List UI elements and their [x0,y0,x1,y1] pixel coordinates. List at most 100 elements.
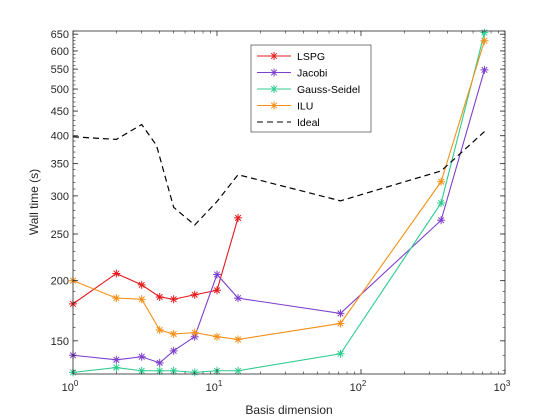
point-lspg-7 [234,213,243,222]
legend: LSPG Jacobi Gauss-Seidel ILU Ideal [250,44,372,133]
point-gauss-seidel-7 [234,366,243,375]
point-lspg-3 [155,292,164,301]
legend-marker-gauss-seidel [270,85,278,93]
y-tick-label: 450 [51,106,69,118]
point-lspg-1 [112,269,121,278]
y-tick-label: 300 [51,191,69,203]
point-jacobi-3 [155,358,164,367]
point-gauss-seidel-8-shape [336,349,345,358]
point-lspg-7-shape [234,213,243,222]
point-jacobi-4-shape [169,346,178,355]
point-gauss-seidel-9 [437,198,446,207]
point-lspg-4 [169,295,178,304]
point-jacobi-5 [190,332,199,341]
point-jacobi-6-shape [213,270,221,279]
point-ilu-8 [336,319,345,328]
series-jacobi [69,65,489,367]
legend-marker-lspg-shape [270,52,278,60]
point-gauss-seidel-4 [169,366,178,375]
legend-marker-gauss-seidel-shape [270,85,278,93]
point-jacobi-9-shape [437,216,446,225]
series-ideal [72,123,485,226]
point-ilu-6-shape [213,332,221,341]
point-ilu-6 [213,332,221,341]
point-jacobi-10-shape [480,65,489,74]
point-ilu-7 [234,335,243,344]
series-lspg [69,213,243,308]
point-lspg-1-shape [112,269,121,278]
y-axis-label: Wall time (s) [27,169,41,235]
legend-marker-ilu [270,101,278,110]
point-jacobi-4 [169,346,178,355]
legend-label-jacobi: Jacobi [297,68,327,80]
point-ilu-4-shape [169,329,178,338]
series-line-ideal [72,123,485,226]
point-lspg-2 [137,280,146,289]
point-jacobi-10 [480,65,489,74]
point-ilu-2 [137,295,146,304]
x-tick-label: 102 [350,379,367,394]
x-tick-label: 101 [206,379,223,394]
point-gauss-seidel-9-shape [437,198,446,207]
series-layer [69,28,489,377]
legend-marker-jacobi-shape [270,68,278,77]
point-lspg-6-shape [213,286,221,295]
x-axis-label: Basis dimension [245,403,332,417]
point-gauss-seidel-4-shape [169,366,178,375]
point-gauss-seidel-3 [155,366,164,375]
point-ilu-5 [190,328,199,337]
point-jacobi-1-shape [112,355,121,364]
y-tick-label: 550 [51,64,69,76]
y-tick-label: 200 [51,276,69,288]
y-tick-label: 500 [51,84,69,96]
point-lspg-6 [213,286,221,295]
point-jacobi-5-shape [190,332,199,341]
point-ilu-10 [480,36,489,45]
point-gauss-seidel-1 [112,363,121,372]
point-ilu-7-shape [234,335,243,344]
axes-layer: 100 101 102 103 150 200 250 300 350 400 450 500 550 6… [51,29,511,394]
point-jacobi-6 [213,270,221,279]
point-ilu-5-shape [190,328,199,337]
point-ilu-9-shape [437,177,446,186]
point-gauss-seidel-2 [137,366,146,375]
point-lspg-5-shape [190,290,199,299]
x-tick-label: 103 [494,379,511,394]
point-ilu-9 [437,177,446,186]
point-ilu-3-shape [155,325,164,334]
point-jacobi-7 [234,294,243,303]
point-jacobi-8-shape [336,309,345,318]
point-jacobi-2-shape [137,352,146,361]
point-lspg-4-shape [169,295,178,304]
series-line-lspg [72,217,239,305]
point-gauss-seidel-7-shape [234,366,243,375]
point-jacobi-2 [137,352,146,361]
y-tick-label: 600 [51,46,69,58]
point-gauss-seidel-2-shape [137,366,146,375]
legend-label-ideal: Ideal [297,117,320,129]
point-jacobi-9 [437,216,446,225]
legend-label-gauss-seidel: Gauss-Seidel [297,84,360,96]
point-gauss-seidel-10 [480,28,489,37]
point-gauss-seidel-10-shape [480,28,489,37]
point-lspg-3-shape [155,292,164,301]
y-tick-label: 250 [51,229,69,241]
x-tick-label: 100 [62,379,79,394]
legend-marker-jacobi [270,68,278,77]
point-ilu-10-shape [480,36,489,45]
y-tick-label: 400 [51,131,69,143]
point-lspg-2-shape [137,280,146,289]
y-tick-label: 150 [51,336,69,348]
axes-box [72,30,506,375]
point-gauss-seidel-8 [336,349,345,358]
point-ilu-1 [112,294,121,303]
point-ilu-3 [155,325,164,334]
point-ilu-4 [169,329,178,338]
legend-marker-ilu-shape [270,101,278,110]
y-tick-label: 650 [51,29,69,41]
point-gauss-seidel-1-shape [112,363,121,372]
point-jacobi-3-shape [155,358,164,367]
legend-marker-lspg [270,52,278,60]
point-jacobi-7-shape [234,294,243,303]
